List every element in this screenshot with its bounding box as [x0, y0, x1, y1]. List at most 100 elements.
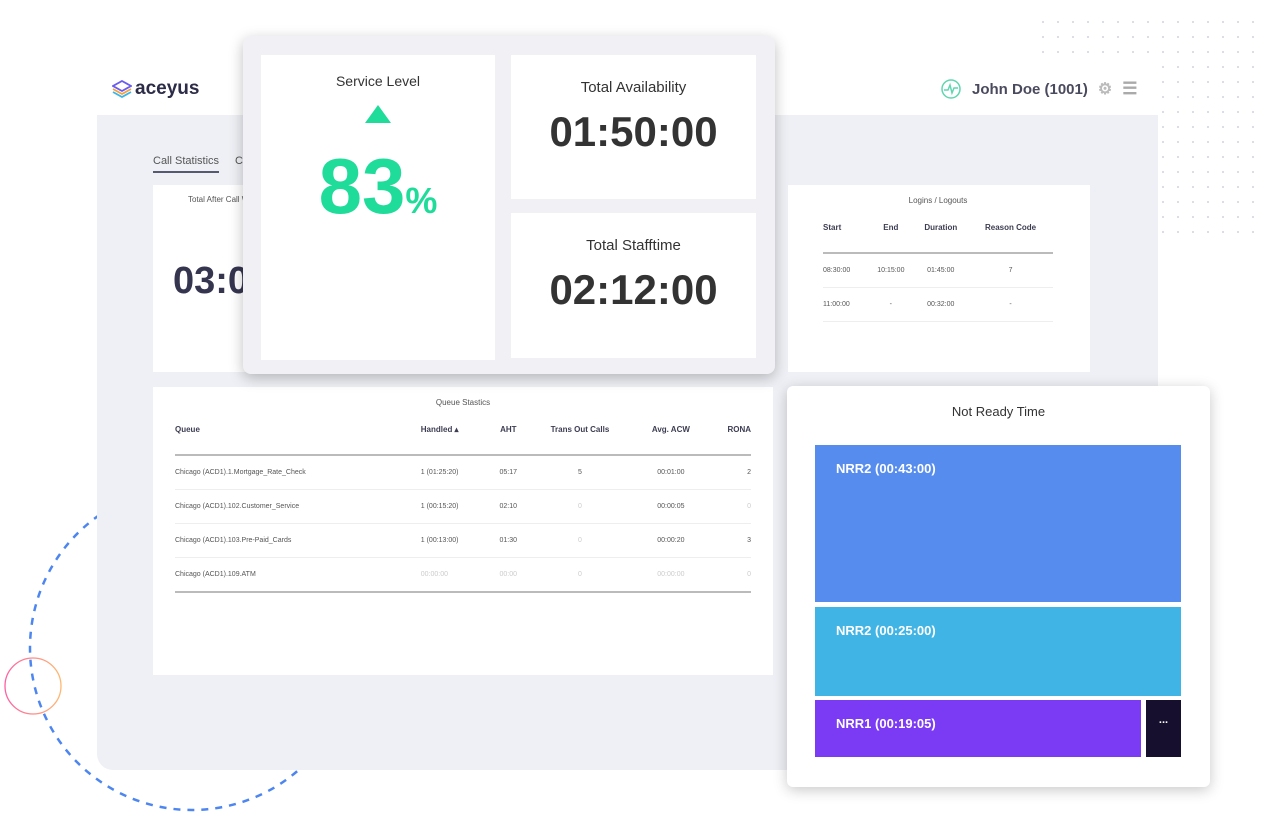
grid-dot	[1177, 111, 1179, 113]
column-header[interactable]: Handled ▴	[420, 407, 492, 456]
table-cell: 0	[524, 523, 636, 558]
grid-dot	[1162, 66, 1164, 68]
service-level-title: Service Level	[335, 73, 421, 89]
column-header[interactable]: RONA	[706, 407, 751, 456]
user-menu[interactable]: John Doe (1001) ⚙ ☰	[940, 78, 1137, 100]
grid-dot	[1162, 201, 1164, 203]
table-cell: 00:00:20	[635, 523, 707, 558]
grid-dot	[1087, 21, 1089, 23]
grid-dot	[1132, 36, 1134, 38]
column-header[interactable]: Trans Out Calls	[524, 407, 636, 456]
after-call-work-title: Total After Call W	[188, 195, 250, 204]
grid-dot	[1147, 21, 1149, 23]
grid-dot	[1192, 66, 1194, 68]
column-header[interactable]: Duration	[913, 205, 969, 254]
treemap-tile-nrr1[interactable]: NRR1 (00:19:05)	[815, 700, 1141, 757]
gradient-ring-decoration	[4, 657, 62, 715]
grid-dot	[1222, 126, 1224, 128]
grid-dot	[1057, 36, 1059, 38]
grid-dot	[1252, 111, 1254, 113]
grid-dot	[1252, 186, 1254, 188]
hamburger-menu-icon[interactable]: ☰	[1122, 79, 1138, 98]
grid-dot	[1237, 51, 1239, 53]
grid-dot	[1147, 51, 1149, 53]
table-row: Chicago (ACD1).109.ATM 00:00:00 00:00 0 00:0…	[175, 557, 751, 593]
total-availability-title: Total Availability	[580, 79, 687, 96]
brand-logo[interactable]: aceyus	[112, 78, 199, 100]
logins-table: Start End Duration Reason Code 08:30:00 10:15…	[823, 205, 1053, 322]
grid-dot	[1102, 21, 1104, 23]
treemap-tile-more[interactable]: ...	[1146, 700, 1181, 757]
grid-dot	[1192, 201, 1194, 203]
grid-dot	[1222, 21, 1224, 23]
grid-dot	[1192, 186, 1194, 188]
grid-dot	[1177, 156, 1179, 158]
table-cell: 0	[524, 557, 636, 593]
table-cell: 2	[706, 455, 751, 490]
settings-gear-icon[interactable]: ⚙	[1097, 81, 1113, 98]
grid-dot	[1132, 21, 1134, 23]
treemap-tile-nrr2-a[interactable]: NRR2 (00:43:00)	[815, 445, 1181, 602]
grid-dot	[1162, 81, 1164, 83]
treemap-tile-nrr2-b[interactable]: NRR2 (00:25:00)	[815, 607, 1181, 696]
grid-dot	[1117, 21, 1119, 23]
grid-dot	[1162, 96, 1164, 98]
grid-dot	[1192, 126, 1194, 128]
grid-dot	[1207, 171, 1209, 173]
total-stafftime-value: 02:12:00	[549, 266, 718, 313]
kpi-overlay-card: Service Level 83% Total Availability 01:…	[243, 36, 775, 374]
grid-dot	[1207, 216, 1209, 218]
column-header[interactable]: Reason Code	[968, 205, 1053, 254]
grid-dot	[1252, 141, 1254, 143]
table-cell: 05:17	[491, 455, 525, 490]
grid-dot	[1222, 111, 1224, 113]
table-cell: 08:30:00	[823, 253, 869, 288]
grid-dot	[1177, 231, 1179, 233]
table-cell: 5	[524, 455, 636, 490]
grid-dot	[1192, 36, 1194, 38]
grid-dot	[1192, 21, 1194, 23]
table-cell: 00:00	[491, 557, 525, 593]
grid-dot	[1222, 51, 1224, 53]
grid-dot	[1042, 21, 1044, 23]
grid-dot	[1252, 171, 1254, 173]
column-header[interactable]: AHT	[491, 407, 525, 456]
grid-dot	[1222, 201, 1224, 203]
table-cell: Chicago (ACD1).109.ATM	[175, 557, 421, 593]
grid-dot	[1252, 126, 1254, 128]
column-header[interactable]: End	[868, 205, 914, 254]
table-cell: -	[968, 287, 1053, 322]
table-cell: Chicago (ACD1).1.Mortgage_Rate_Check	[175, 455, 421, 490]
grid-dot	[1072, 36, 1074, 38]
grid-dot	[1207, 126, 1209, 128]
grid-dot	[1207, 81, 1209, 83]
grid-dot	[1207, 156, 1209, 158]
table-row: 11:00:00-00:32:00-	[823, 287, 1053, 322]
grid-dot	[1252, 66, 1254, 68]
grid-dot	[1207, 186, 1209, 188]
grid-dot	[1132, 51, 1134, 53]
grid-dot	[1177, 171, 1179, 173]
table-cell: 00:01:00	[635, 455, 707, 490]
grid-dot	[1192, 141, 1194, 143]
grid-dot	[1222, 216, 1224, 218]
grid-dot	[1252, 21, 1254, 23]
grid-dot	[1177, 216, 1179, 218]
grid-dot	[1162, 51, 1164, 53]
column-header[interactable]: Queue	[175, 407, 421, 456]
grid-dot	[1222, 156, 1224, 158]
table-cell: 10:15:00	[868, 253, 914, 288]
grid-dot	[1192, 231, 1194, 233]
grid-dot	[1207, 96, 1209, 98]
service-level-unit: %	[405, 180, 438, 221]
grid-dot	[1177, 186, 1179, 188]
table-cell: 1 (00:15:20)	[420, 489, 492, 524]
queue-table: Queue Handled ▴ AHT Trans Out Calls Avg. ACW…	[175, 407, 751, 593]
column-header[interactable]: Avg. ACW	[635, 407, 707, 456]
table-cell: Chicago (ACD1).103.Pre-Paid_Cards	[175, 523, 421, 558]
grid-dot	[1222, 231, 1224, 233]
logins-logouts-card: Logins / Logouts Start End Duration Reason …	[788, 185, 1090, 372]
column-header[interactable]: Start	[823, 205, 869, 254]
tab-call-statistics[interactable]: Call Statistics	[153, 155, 220, 173]
grid-dot	[1042, 51, 1044, 53]
